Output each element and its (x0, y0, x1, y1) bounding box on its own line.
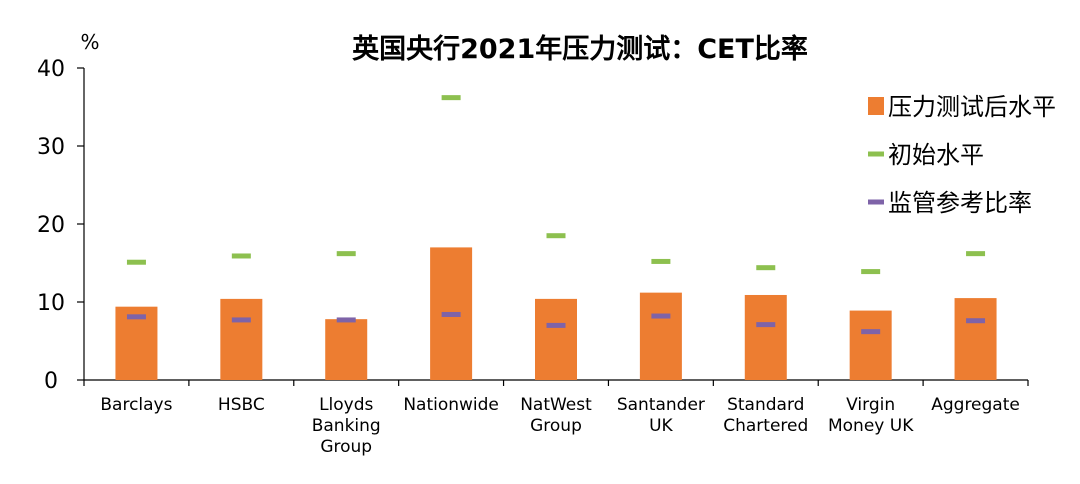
marker-dash (231, 317, 251, 323)
y-unit-label: % (80, 30, 99, 54)
bar (849, 310, 892, 380)
y-tick-label: 20 (37, 213, 65, 238)
chart-title: 英国央行2021年压力测试：CET比率 (352, 33, 808, 65)
legend-swatch (868, 199, 884, 205)
bar-series (115, 247, 997, 380)
y-tick-label: 10 (37, 291, 65, 316)
marker-dash (756, 265, 776, 271)
marker-dash (861, 329, 881, 335)
marker-dash (441, 95, 461, 101)
bar (639, 292, 682, 380)
x-tick-label: Aggregate (931, 395, 1020, 415)
marker-dash (966, 318, 986, 324)
x-tick-label: Nationwide (403, 395, 499, 415)
bar (325, 319, 368, 380)
x-tick-label: Lloyds Banking Group (312, 395, 381, 457)
marker-dash (126, 259, 146, 265)
marker-dash (861, 269, 881, 275)
marker-dash (441, 311, 461, 317)
bar (220, 298, 263, 380)
legend-swatch (868, 151, 884, 157)
x-tick-label: NatWest Group (520, 395, 592, 436)
y-tick-label: 30 (37, 135, 65, 160)
marker-dash (546, 322, 566, 328)
legend-label: 初始水平 (888, 141, 984, 169)
y-tick-label: 40 (37, 57, 65, 82)
legend-swatch (868, 97, 884, 115)
marker-dash (336, 317, 356, 323)
marker-dash (231, 253, 251, 259)
x-tick-label: Virgin Money UK (828, 395, 914, 436)
marker-dash (966, 251, 986, 257)
marker-dash (336, 251, 356, 257)
marker-series (126, 95, 986, 335)
marker-dash (126, 314, 146, 320)
x-tick-label: Barclays (100, 395, 172, 415)
bar (535, 298, 577, 380)
marker-dash (546, 233, 566, 239)
marker-dash (651, 313, 671, 319)
legend-label: 监管参考比率 (888, 189, 1032, 217)
y-tick-label: 0 (44, 369, 58, 394)
marker-dash (756, 322, 776, 328)
x-tick-label: Santander UK (617, 395, 705, 436)
x-tick-label: Standard Chartered (723, 395, 808, 436)
bar (744, 294, 787, 380)
x-tick-labels: Barclays HSBC Lloyds Banking Group Nationwide… (100, 395, 1019, 457)
legend-label: 压力测试后水平 (888, 93, 1056, 121)
marker-dash (651, 258, 671, 264)
x-tick-label: HSBC (218, 395, 265, 415)
bar (954, 298, 997, 380)
